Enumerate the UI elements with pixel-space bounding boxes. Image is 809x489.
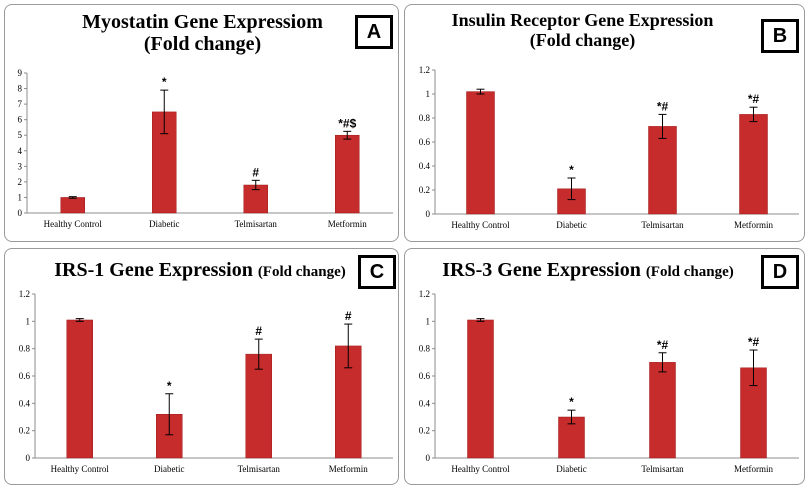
y-tick-label: 8 xyxy=(18,84,23,94)
bar xyxy=(466,91,495,215)
bar xyxy=(649,362,676,459)
y-tick-label: 5 xyxy=(18,130,23,140)
y-tick-label: 6 xyxy=(18,115,23,125)
chart-title: IRS-3 Gene Expression (Fold change) xyxy=(405,259,771,281)
y-tick-label: 0.2 xyxy=(19,426,30,436)
y-tick-label: 1 xyxy=(426,89,431,99)
y-tick-label: 1 xyxy=(26,316,31,326)
category-label: Diabetic xyxy=(556,220,587,230)
category-label: Metformin xyxy=(328,219,367,229)
y-tick-label: 3 xyxy=(18,161,23,171)
y-tick-label: 0.6 xyxy=(419,137,431,147)
y-tick-label: 0.8 xyxy=(419,113,431,123)
category-label: Healthy Control xyxy=(51,464,110,474)
category-label: Telmisartan xyxy=(235,219,278,229)
significance-label: *# xyxy=(657,99,669,113)
significance-label: * xyxy=(167,379,172,393)
bar xyxy=(648,126,677,215)
chart-title-suffix: (Fold change) xyxy=(257,264,346,280)
y-tick-label: 7 xyxy=(18,99,23,109)
panel-badge: C xyxy=(358,255,396,289)
significance-label: *# xyxy=(748,92,760,106)
bar xyxy=(245,353,272,459)
y-tick-label: 0.2 xyxy=(419,426,430,436)
chart-title: Myostatin Gene Expressiom (Fold change) xyxy=(5,11,400,55)
y-tick-label: 0.4 xyxy=(419,398,431,408)
bar xyxy=(66,319,93,459)
panel-badge: A xyxy=(355,15,393,49)
y-tick-label: 1 xyxy=(18,192,23,202)
significance-label: * xyxy=(162,75,167,89)
significance-label: *#$ xyxy=(338,116,356,130)
category-label: Metformin xyxy=(329,464,368,474)
chart-panel-myostatin: Myostatin Gene Expressiom (Fold change) … xyxy=(4,4,399,242)
significance-label: *# xyxy=(748,335,760,349)
y-tick-label: 9 xyxy=(18,68,23,78)
chart-title-main: IRS-3 Gene Expression xyxy=(442,259,641,281)
significance-label: *# xyxy=(657,338,669,352)
category-label: Healthy Control xyxy=(44,219,103,229)
category-label: Diabetic xyxy=(149,219,180,229)
category-label: Healthy Control xyxy=(451,220,510,230)
category-label: Metformin xyxy=(734,464,773,474)
y-tick-label: 0.8 xyxy=(19,344,31,354)
panel-badge: B xyxy=(761,19,799,53)
y-tick-label: 1.2 xyxy=(19,289,30,299)
chart-title-line2: (Fold change) xyxy=(529,29,636,50)
bar-chart: 0 1 2 3 4 5 6 7 8 9 Healthy Control * Diabetic # Telmi… xyxy=(18,68,393,229)
chart-title-line1: Myostatin Gene Expressiom xyxy=(82,11,323,33)
y-tick-label: 0.2 xyxy=(419,185,430,195)
panel-badge: D xyxy=(761,255,799,289)
y-tick-label: 0 xyxy=(426,453,431,463)
category-label: Healthy Control xyxy=(451,464,510,474)
significance-label: # xyxy=(345,309,352,323)
y-tick-label: 0.6 xyxy=(19,371,31,381)
y-tick-label: 0.6 xyxy=(419,371,431,381)
y-tick-label: 0.4 xyxy=(419,161,431,171)
chart-title-line2: (Fold change) xyxy=(143,33,262,55)
bar xyxy=(467,319,494,459)
y-tick-label: 2 xyxy=(18,177,23,187)
category-label: Telmisartan xyxy=(238,464,281,474)
category-label: Metformin xyxy=(734,220,773,230)
chart-panel-insulin-receptor: Insulin Receptor Gene Expression (Fold c… xyxy=(404,4,805,242)
bar xyxy=(60,197,85,214)
significance-label: # xyxy=(255,324,262,338)
y-tick-label: 0.4 xyxy=(19,398,31,408)
bar-chart: 0 0.2 0.4 0.6 0.8 1 1.2 Healthy Control * Diabeti… xyxy=(419,289,799,474)
y-tick-label: 1 xyxy=(426,316,431,326)
chart-title-line1: Insulin Receptor Gene Expression xyxy=(451,10,714,30)
category-label: Diabetic xyxy=(556,464,587,474)
y-tick-label: 1.2 xyxy=(419,289,430,299)
y-tick-label: 0.8 xyxy=(419,344,431,354)
chart-title: IRS-1 Gene Expression (Fold change) xyxy=(5,259,395,281)
significance-label: * xyxy=(569,395,574,409)
significance-label: # xyxy=(252,165,259,179)
bar-chart: 0 0.2 0.4 0.6 0.8 1 1.2 Healthy Control * Diabeti… xyxy=(19,289,393,474)
chart-title-suffix: (Fold change) xyxy=(645,264,734,280)
significance-label: * xyxy=(569,163,574,177)
y-tick-label: 0 xyxy=(426,209,431,219)
y-tick-label: 0 xyxy=(26,453,31,463)
category-label: Diabetic xyxy=(154,464,185,474)
y-tick-label: 1.2 xyxy=(419,65,430,75)
y-tick-label: 0 xyxy=(18,208,23,218)
chart-title-main: IRS-1 Gene Expression xyxy=(54,259,253,281)
chart-title: Insulin Receptor Gene Expression (Fold c… xyxy=(405,10,760,51)
y-tick-label: 4 xyxy=(18,146,23,156)
category-label: Telmisartan xyxy=(641,464,684,474)
bar xyxy=(335,134,360,214)
category-label: Telmisartan xyxy=(641,220,684,230)
bar-chart: 0 0.2 0.4 0.6 0.8 1 1.2 Healthy Control * Diabeti… xyxy=(419,65,799,230)
bar xyxy=(739,114,768,215)
